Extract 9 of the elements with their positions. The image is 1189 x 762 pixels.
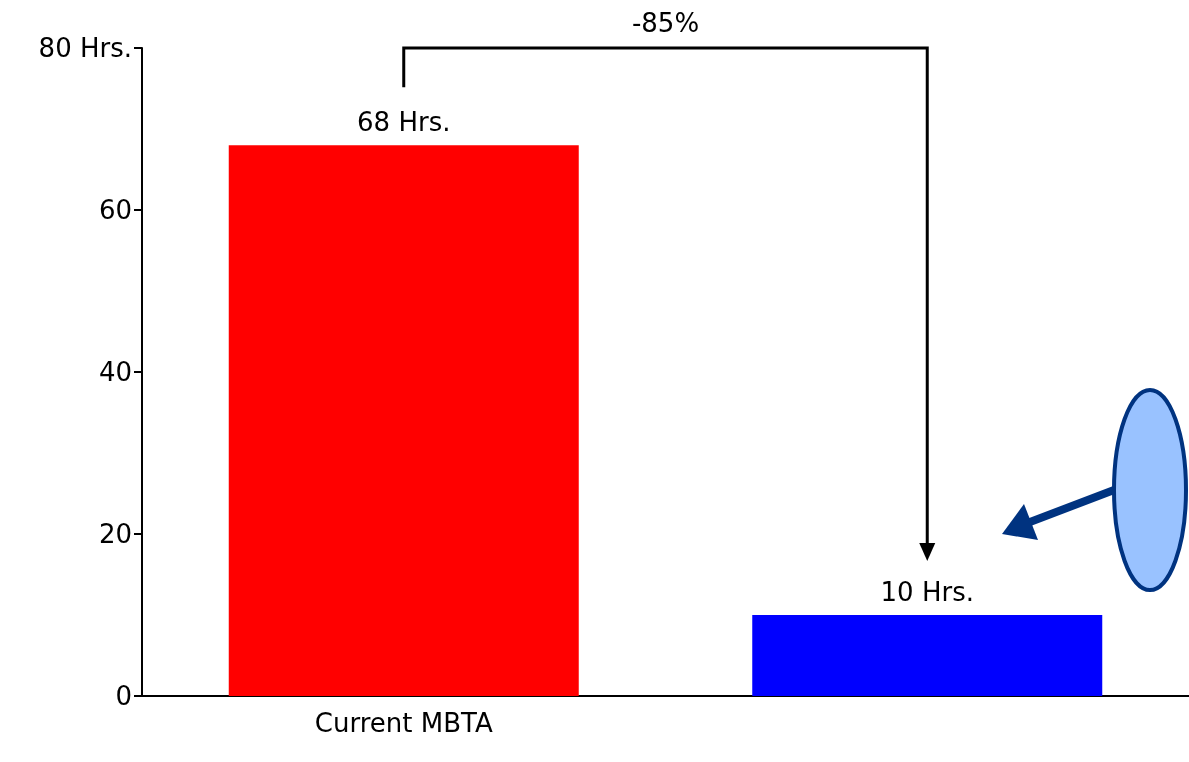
data-label: 10 Hrs. <box>880 577 974 607</box>
y-tick-label: 0 <box>115 681 132 711</box>
text: -85% <box>631 8 700 38</box>
data-label: 68 Hrs. <box>357 107 451 138</box>
y-tick-label: 80 Hrs. <box>38 33 132 63</box>
x-tick-label: Current MBTA <box>314 708 493 738</box>
y-tick-label: 40 <box>98 357 132 387</box>
y-tick-label: 60 <box>98 195 132 225</box>
y-tick-label: 20 <box>98 519 132 549</box>
